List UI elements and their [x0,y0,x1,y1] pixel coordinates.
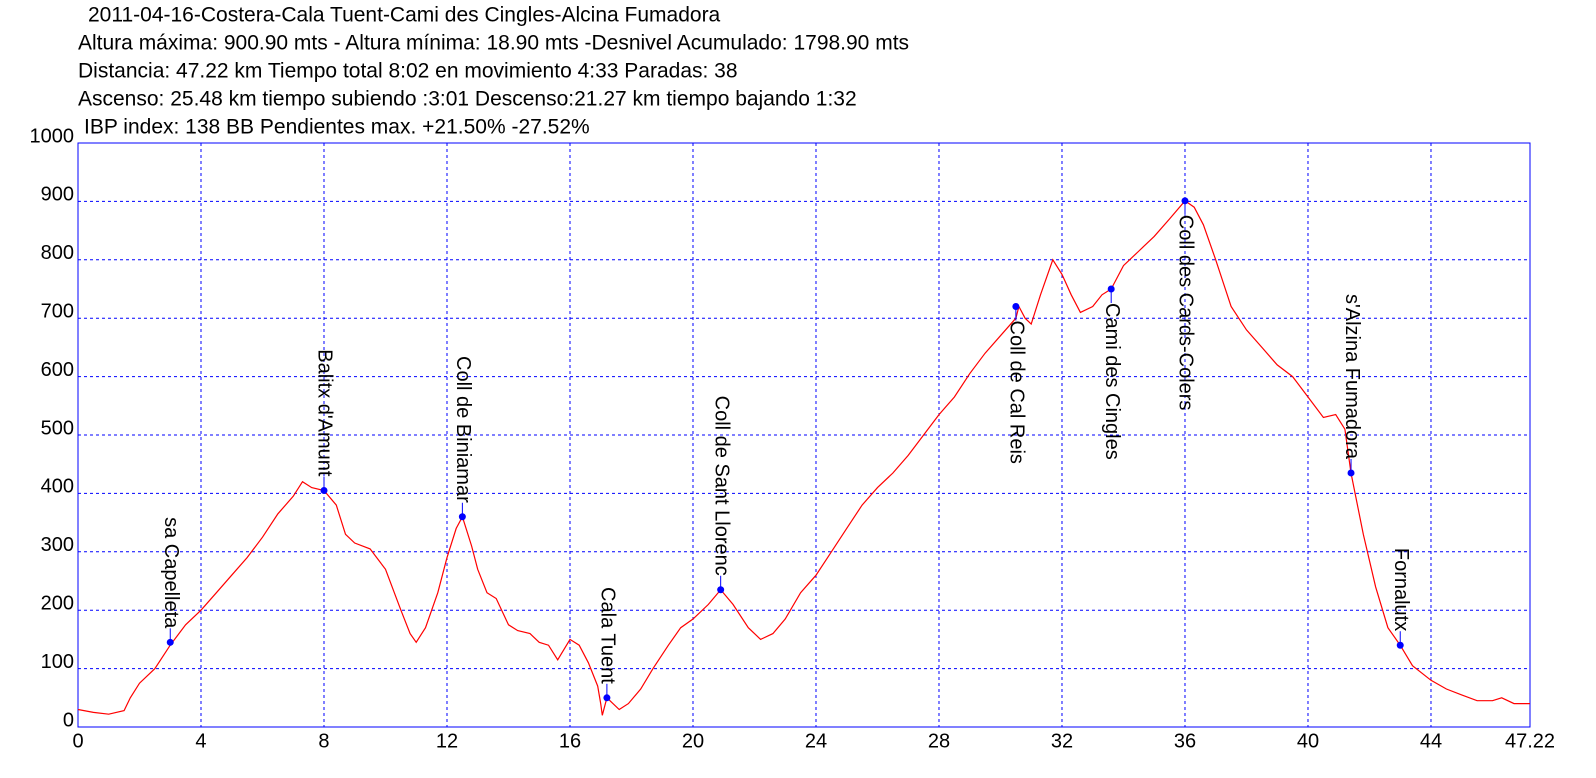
x-tick-label: 24 [805,730,827,752]
x-tick-label: 4 [195,730,206,752]
waypoint-label: Coll des Cards-Colers [1175,215,1197,411]
y-tick-label: 1000 [30,125,75,147]
x-tick-label: 47.22 [1505,730,1555,752]
waypoint-marker [1347,469,1355,477]
x-tick-label: 0 [72,730,83,752]
waypoint-marker [1181,197,1189,205]
waypoint-marker [1012,303,1020,311]
x-tick-label: 36 [1174,730,1196,752]
waypoint-label: Cala Tuent [597,587,619,684]
waypoint-label: s'Alzina Fumadora [1341,294,1363,460]
x-tick-label: 32 [1051,730,1073,752]
waypoint-label: Balitx d'Amunt [314,349,336,477]
waypoint-marker [603,694,611,702]
subtitle: IBP index: 138 BB Pendientes max. +21.50… [84,116,590,139]
y-tick-label: 0 [63,709,74,731]
subtitle: Distancia: 47.22 km Tiempo total 8:02 en… [78,60,738,83]
waypoint-label: Coll de Sant Llorenc [710,396,732,576]
x-tick-label: 20 [682,730,704,752]
waypoint-marker [458,513,466,521]
y-tick-label: 400 [41,476,74,498]
x-tick-label: 28 [928,730,950,752]
y-tick-label: 900 [41,184,74,206]
y-tick-label: 500 [41,417,74,439]
subtitle: Altura máxima: 900.90 mts - Altura mínim… [78,32,909,55]
waypoint-label: Coll de Cal Reis [1006,321,1028,464]
y-tick-label: 800 [41,242,74,264]
x-tick-label: 44 [1420,730,1442,752]
y-tick-label: 700 [41,300,74,322]
y-tick-label: 100 [41,651,74,673]
x-tick-label: 12 [436,730,458,752]
x-tick-label: 8 [318,730,329,752]
waypoint-marker [166,638,174,646]
waypoint-label: Coll de Biniamar [452,356,474,503]
y-tick-label: 600 [41,359,74,381]
waypoint-label: Cami des Cingles [1101,303,1123,460]
waypoint-label: Fornalutx [1390,548,1412,631]
waypoint-label: sa Capelleta [160,517,182,629]
waypoint-marker [717,586,725,594]
x-tick-label: 16 [559,730,581,752]
waypoint-marker [1396,641,1404,649]
x-tick-label: 40 [1297,730,1319,752]
y-tick-label: 200 [41,592,74,614]
waypoint-marker [1107,285,1115,293]
elevation-line [77,199,1530,716]
y-tick-label: 300 [41,534,74,556]
plot-frame [77,142,1531,728]
waypoint-marker [320,486,328,494]
subtitle: Ascenso: 25.48 km tiempo subiendo :3:01 … [78,88,857,111]
chart-title: 2011-04-16-Costera-Cala Tuent-Cami des C… [88,4,721,27]
